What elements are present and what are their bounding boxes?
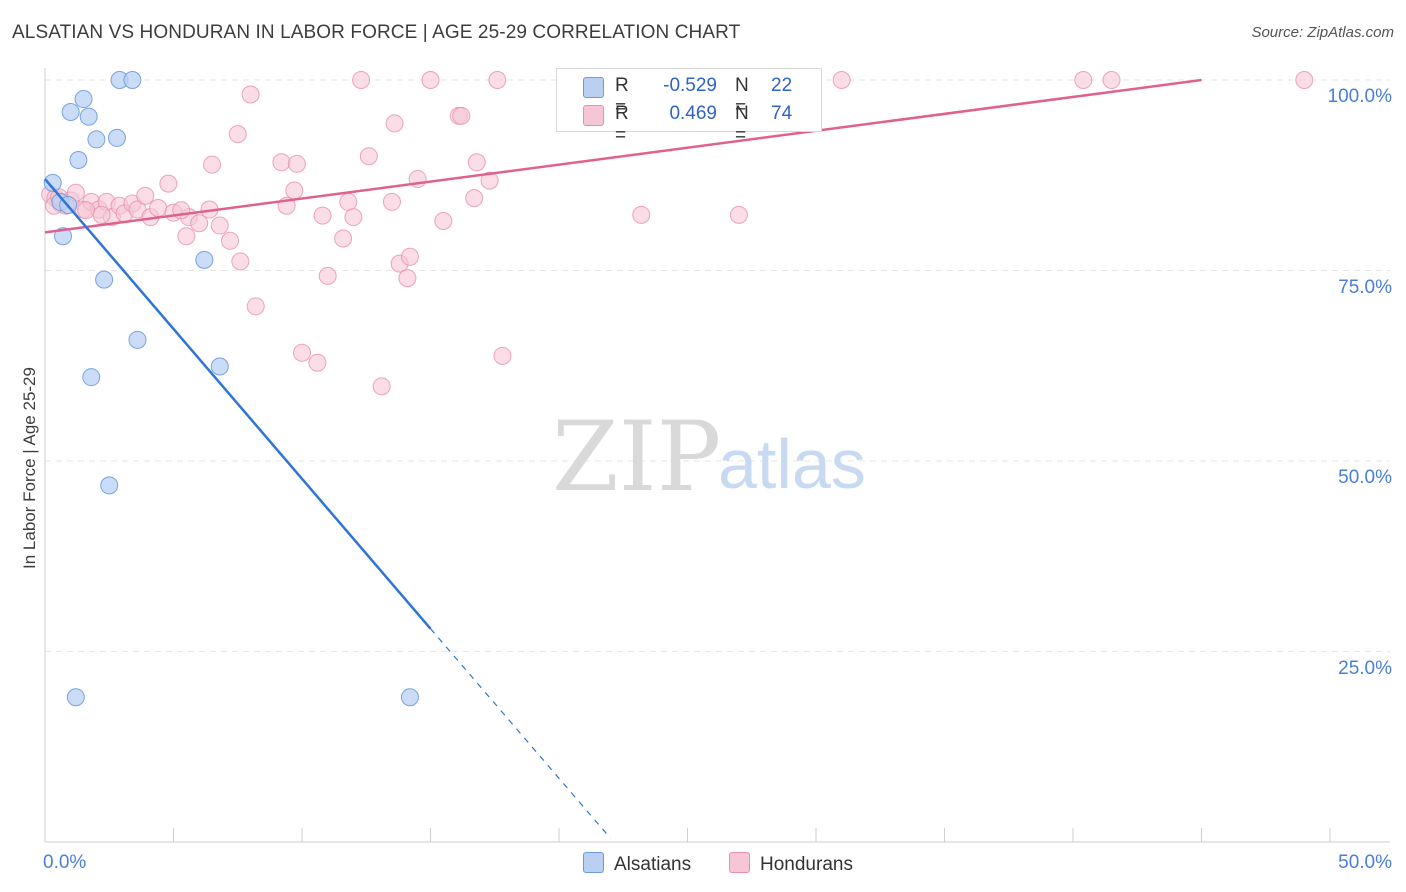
alsatians-points [43,71,419,707]
honduran-point [359,147,378,166]
alsatians-trendline [44,178,432,630]
honduran-point [339,192,358,211]
honduran-point [177,227,196,246]
alsatian-point [66,688,85,707]
honduran-point [318,266,337,285]
alsatians-legend-swatch [583,852,604,873]
honduran-point [400,247,419,266]
trendlines [44,78,1202,839]
watermark-atlas: atlas [718,425,866,503]
alsatian-point [61,103,80,122]
honduran-point [190,214,209,233]
alsatian-point [100,476,119,495]
hondurans-r-label: R = [615,103,629,146]
alsatian-point [195,250,214,269]
honduran-point [729,205,748,224]
honduran-point [382,192,401,211]
honduran-point [293,343,311,362]
honduran-point [334,229,353,248]
honduran-point [465,189,484,208]
alsatians-swatch [583,77,604,98]
honduran-point [421,71,440,89]
honduran-point [352,71,371,89]
alsatian-point [69,151,88,170]
gridlines [45,79,1390,652]
watermark-zip: ZIP [552,401,721,513]
honduran-point [77,201,96,220]
honduran-point [285,181,304,200]
honduran-point [493,346,512,365]
source-credit: Source: ZipAtlas.com [1251,24,1394,41]
honduran-point [136,186,155,205]
honduran-point [221,231,240,250]
y-tick-label: 50.0% [1338,467,1392,488]
honduran-point [398,269,417,288]
honduran-point [241,85,260,104]
alsatians-r-value: -0.529 [663,75,717,96]
y-tick-label: 25.0% [1338,657,1392,679]
honduran-point [272,153,291,172]
alsatian-point [107,128,126,147]
honduran-point [1295,71,1314,89]
bottom-legend-hondurans: Hondurans [729,852,853,876]
honduran-point [159,174,178,193]
hondurans-trendline [44,78,1202,234]
honduran-point [149,199,168,218]
x-tick-min: 0.0% [43,852,87,873]
honduran-point [480,171,499,190]
honduran-point [246,297,265,316]
alsatian-point [53,227,72,246]
chart-title: ALSATIAN VS HONDURAN IN LABOR FORCE | AG… [12,22,741,43]
alsatian-point [79,107,98,126]
honduran-point [488,71,507,89]
honduran-point [287,154,306,173]
alsatian-point [128,330,147,349]
correlation-legend: R = -0.529 N = 22 R = 0.469 N = 74 [556,68,822,146]
alsatian-point [74,90,93,109]
honduran-point [92,205,111,224]
hondurans-legend-swatch [729,852,750,873]
honduran-point [203,155,222,174]
alsatian-point [123,71,142,89]
honduran-point [632,205,651,224]
hondurans-n-label: N = [735,103,749,146]
honduran-point [1102,71,1121,89]
x-tick-max: 50.0% [1338,852,1392,873]
hondurans-swatch [583,105,604,126]
bottom-legend-alsatians: Alsatians [583,852,691,876]
honduran-point [231,252,250,271]
honduran-point [228,125,247,144]
alsatian-point [95,270,114,289]
alsatians-trendline-extension [430,628,611,839]
honduran-point [313,206,332,225]
honduran-point [372,377,391,396]
alsatians-n-value: 22 [771,75,793,96]
alsatians-legend-label: Alsatians [614,854,692,875]
honduran-point [308,353,327,372]
honduran-point [210,216,229,235]
alsatians-n-label: N = [735,75,749,118]
honduran-point [1074,71,1093,89]
honduran-point [452,106,471,125]
alsatian-point [43,173,62,192]
alsatians-r-label: R = [615,75,629,118]
honduran-point [832,71,851,89]
hondurans-n-value: 74 [771,103,793,124]
hondurans-r-value: 0.469 [669,103,717,124]
honduran-point [385,114,404,133]
alsatian-point [87,130,106,149]
y-tick-label: 100.0% [1327,86,1392,107]
alsatian-point [400,688,419,707]
honduran-point [467,153,486,172]
honduran-point [434,211,453,230]
y-tick-label: 75.0% [1338,276,1392,298]
honduran-point [344,208,363,227]
alsatian-point [210,357,229,376]
alsatian-point [82,368,101,387]
hondurans-legend-label: Hondurans [760,854,853,875]
